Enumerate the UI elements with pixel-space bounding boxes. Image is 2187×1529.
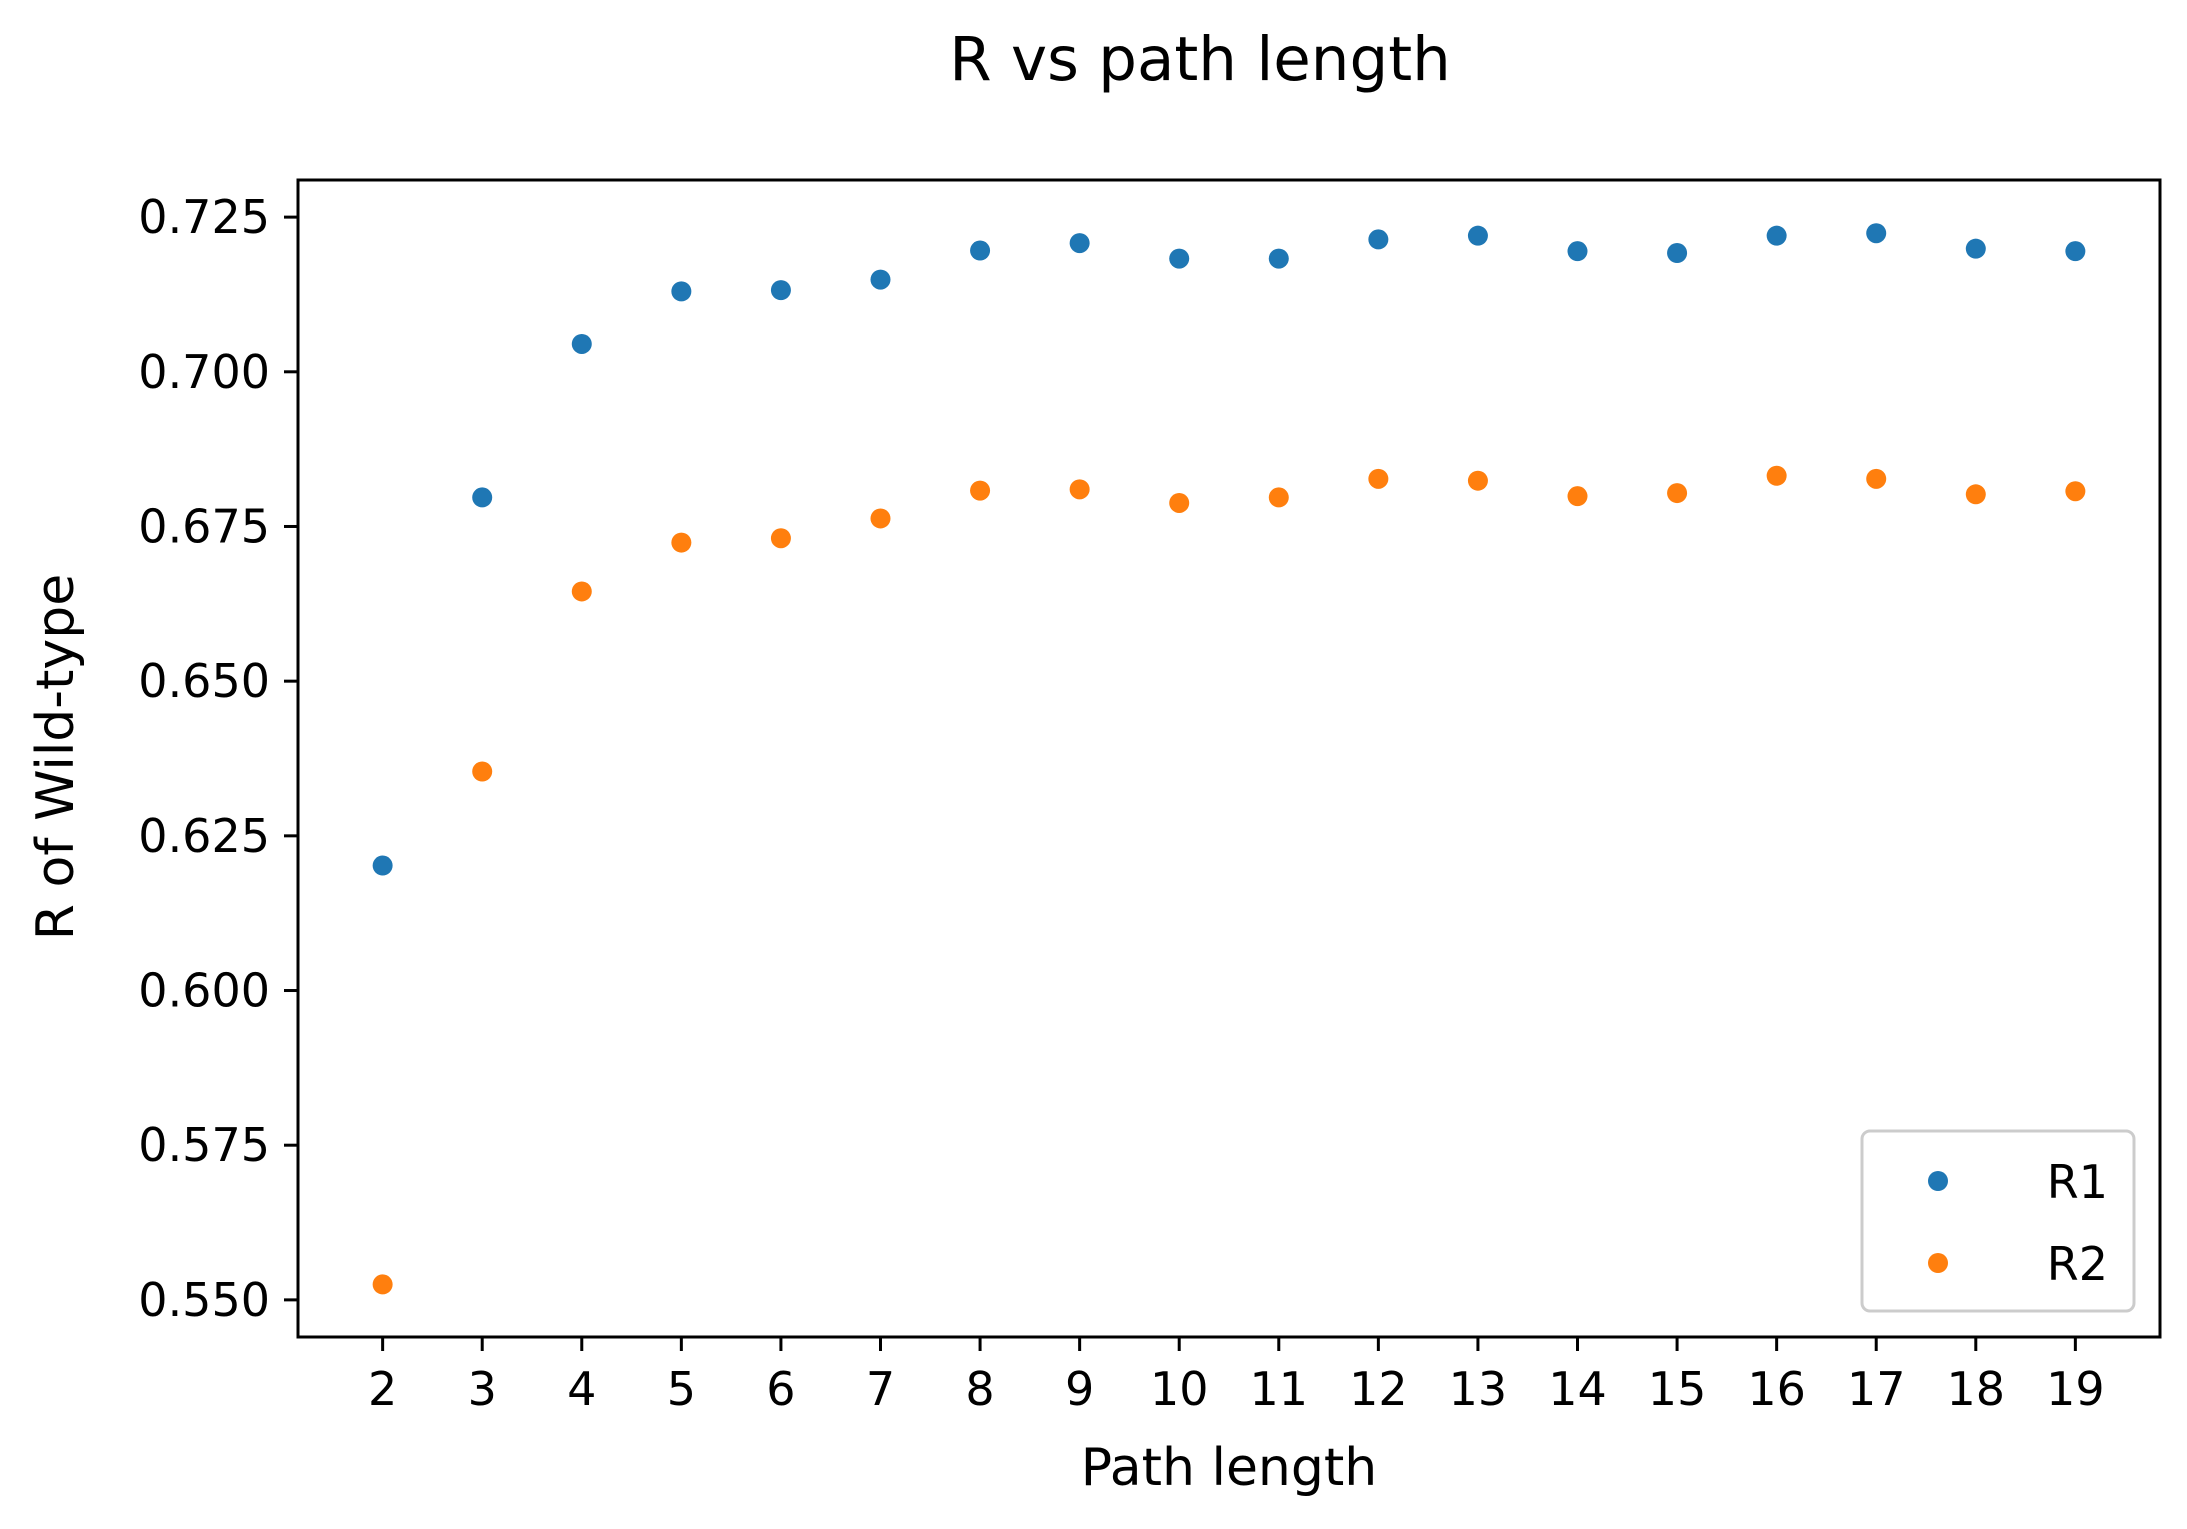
- series-r1-point: [1268, 248, 1289, 269]
- series-r1-point: [770, 280, 791, 301]
- series-r1-point: [1169, 248, 1190, 269]
- legend-label-r1: R1: [2047, 1155, 2108, 1209]
- x-tick-label: 16: [1747, 1362, 1806, 1416]
- y-tick-label: 0.725: [138, 190, 270, 244]
- y-tick-label: 0.600: [138, 964, 270, 1018]
- plot-area: 0.550 0.575 0.600 0.625 0.650 0.675 0.700 0.725…: [138, 178, 2162, 1416]
- x-tick-label: 2: [368, 1362, 397, 1416]
- series-r1-point: [372, 855, 393, 876]
- x-tick-label: 5: [667, 1362, 696, 1416]
- x-tick-label: 6: [766, 1362, 795, 1416]
- series-r1-point: [2065, 241, 2086, 262]
- series-r2-point: [1268, 487, 1289, 508]
- series-r1-point: [671, 281, 692, 302]
- y-tick-label: 0.550: [138, 1273, 270, 1327]
- chart-title: R vs path length: [949, 24, 1451, 95]
- series-r2-point: [2065, 481, 2086, 502]
- y-tick-label: 0.575: [138, 1118, 270, 1172]
- series-r2-point: [372, 1274, 393, 1295]
- y-tick-label: 0.650: [138, 654, 270, 708]
- series-r2-point: [1567, 486, 1588, 507]
- series-r1-point: [1368, 229, 1389, 250]
- series-r2-point: [970, 480, 991, 501]
- y-axis-label: R of Wild-type: [26, 574, 86, 940]
- x-tick-label: 13: [1449, 1362, 1508, 1416]
- x-tick-label: 3: [468, 1362, 497, 1416]
- x-tick-label: 15: [1648, 1362, 1707, 1416]
- series-r1-point: [1567, 241, 1588, 262]
- series-r1-point: [1965, 238, 1986, 259]
- x-tick-label: 12: [1349, 1362, 1408, 1416]
- series-r2-point: [472, 761, 493, 782]
- series-r1-point: [571, 333, 592, 354]
- series-r2-point: [671, 532, 692, 553]
- series-r1-point: [970, 240, 991, 261]
- series-r1-point: [1467, 225, 1488, 246]
- series-r2-point: [1169, 492, 1190, 513]
- series-r2-point: [1069, 479, 1090, 500]
- x-tick-label: 9: [1065, 1362, 1094, 1416]
- x-tick-label: 17: [1847, 1362, 1906, 1416]
- legend-marker-r1: [1928, 1171, 1948, 1191]
- series-r1-point: [1766, 225, 1787, 246]
- x-tick-label: 14: [1548, 1362, 1607, 1416]
- series-r1-point: [472, 487, 493, 508]
- y-tick-label: 0.625: [138, 809, 270, 863]
- series-r2-point: [770, 528, 791, 549]
- series-r2-point: [1368, 468, 1389, 489]
- series-r2-point: [1667, 483, 1688, 504]
- series-r2-point: [571, 581, 592, 602]
- series-r1-point: [1866, 223, 1887, 244]
- x-tick-label: 10: [1150, 1362, 1209, 1416]
- x-tick-label: 7: [866, 1362, 895, 1416]
- x-tick-label: 18: [1947, 1362, 2006, 1416]
- axes-frame: [296, 178, 2162, 1339]
- legend-label-r2: R2: [2047, 1237, 2108, 1291]
- x-axis-label: Path length: [1081, 1438, 1378, 1498]
- x-tick-label: 11: [1250, 1362, 1309, 1416]
- series-r2-point: [1766, 465, 1787, 486]
- series-r1-point: [1667, 243, 1688, 264]
- series-r1-point: [870, 269, 891, 290]
- x-tick-label: 4: [567, 1362, 596, 1416]
- series-r2-point: [1965, 484, 1986, 505]
- series-r1-point: [1069, 233, 1090, 254]
- x-tick-label: 8: [965, 1362, 994, 1416]
- y-tick-label: 0.675: [138, 499, 270, 553]
- x-tick-label: 19: [2046, 1362, 2105, 1416]
- y-tick-label: 0.700: [138, 345, 270, 399]
- series-r2-point: [1467, 470, 1488, 491]
- series-r2-point: [1866, 468, 1887, 489]
- series-r2-point: [870, 508, 891, 529]
- legend-marker-r2: [1928, 1253, 1948, 1273]
